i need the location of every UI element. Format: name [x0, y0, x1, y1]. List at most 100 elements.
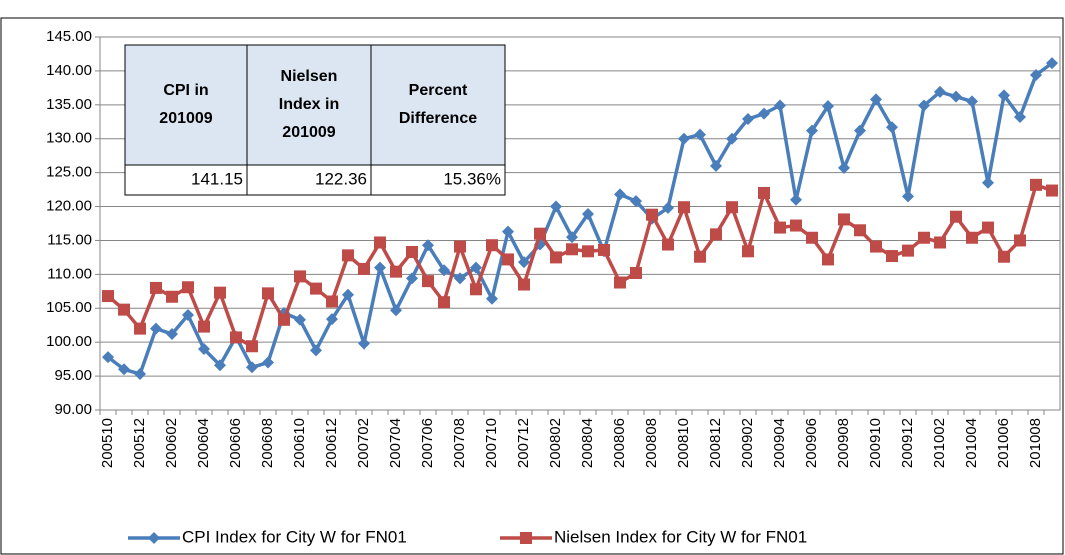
point [886, 121, 898, 134]
point [582, 208, 594, 221]
table-value: 122.36 [315, 169, 367, 188]
point [214, 286, 226, 299]
point [486, 239, 498, 252]
point [966, 231, 978, 244]
point [854, 124, 866, 137]
point [678, 201, 690, 214]
point [566, 243, 578, 256]
x-tick-label: 200610 [291, 418, 308, 468]
point [486, 292, 498, 305]
table-header: Percent Difference [399, 82, 477, 127]
x-tick-label: 200706 [419, 418, 436, 468]
x-tick-label: 200512 [131, 418, 148, 468]
point [454, 272, 466, 285]
legend-label: Nielsen Index for City W for FN01 [554, 527, 807, 546]
point [406, 272, 418, 285]
x-tick-label: 200902 [739, 418, 756, 468]
point [166, 328, 178, 341]
point [438, 296, 450, 309]
point [918, 231, 930, 244]
point [998, 250, 1010, 263]
point [742, 245, 754, 258]
point [726, 132, 738, 145]
point [1046, 57, 1058, 70]
point [550, 200, 562, 213]
x-tick-label: 200606 [227, 418, 244, 468]
table-header-cell [124, 44, 248, 166]
x-tick-label: 200910 [867, 418, 884, 468]
point [374, 236, 386, 249]
point [102, 290, 114, 303]
x-tick-label: 200906 [803, 418, 820, 468]
point [310, 344, 322, 357]
point [246, 361, 258, 374]
y-tick-label: 105.00 [46, 299, 92, 316]
x-tick-label: 200604 [195, 418, 212, 468]
point [982, 221, 994, 234]
y-tick-label: 140.00 [46, 62, 92, 79]
table-header: Nielsen Index in 201009 [279, 68, 339, 141]
x-tick-label: 201006 [995, 418, 1012, 468]
point [358, 337, 370, 350]
point [134, 322, 146, 335]
legend-marker [148, 532, 160, 544]
point [870, 240, 882, 253]
point [566, 231, 578, 244]
point [806, 231, 818, 244]
point [406, 245, 418, 258]
point [198, 320, 210, 333]
x-tick-label: 200808 [643, 418, 660, 468]
point [870, 93, 882, 106]
point [662, 238, 674, 251]
table-cell [246, 164, 372, 196]
point [710, 228, 722, 241]
point [582, 245, 594, 258]
point [166, 290, 178, 303]
y-tick-label: 95.00 [54, 367, 92, 384]
y-tick-label: 110.00 [47, 265, 92, 282]
table-cell [370, 164, 506, 196]
point [678, 132, 690, 145]
point [774, 99, 786, 112]
x-tick-label: 200612 [323, 418, 340, 468]
y-tick-label: 130.00 [46, 130, 92, 147]
point [598, 243, 610, 256]
point [182, 309, 194, 322]
point [1030, 68, 1042, 81]
point [614, 188, 626, 201]
point [550, 251, 562, 264]
point [694, 128, 706, 141]
x-tick-label: 200904 [771, 418, 788, 468]
point [838, 213, 850, 226]
table-header: CPI in 201009 [159, 82, 212, 127]
point [806, 124, 818, 137]
point [934, 85, 946, 98]
point [774, 221, 786, 234]
point [422, 275, 434, 288]
point [646, 208, 658, 221]
x-tick-label: 200804 [579, 418, 596, 468]
point [150, 322, 162, 335]
point [246, 340, 258, 353]
point [182, 281, 194, 294]
point [134, 368, 146, 381]
point [390, 304, 402, 317]
point [822, 253, 834, 266]
point [950, 210, 962, 223]
x-tick-label: 200908 [835, 418, 852, 468]
point [694, 250, 706, 263]
point [342, 288, 354, 301]
y-tick-label: 90.00 [54, 401, 92, 418]
point [1014, 111, 1026, 124]
point [518, 256, 530, 269]
point [118, 363, 130, 376]
x-tick-label: 201008 [1027, 418, 1044, 468]
point [614, 276, 626, 289]
point [726, 201, 738, 214]
x-tick-label: 200602 [163, 418, 180, 468]
point [902, 190, 914, 203]
x-tick-label: 200712 [515, 418, 532, 468]
legend-label: CPI Index for City W for FN01 [182, 527, 407, 546]
point [534, 227, 546, 240]
